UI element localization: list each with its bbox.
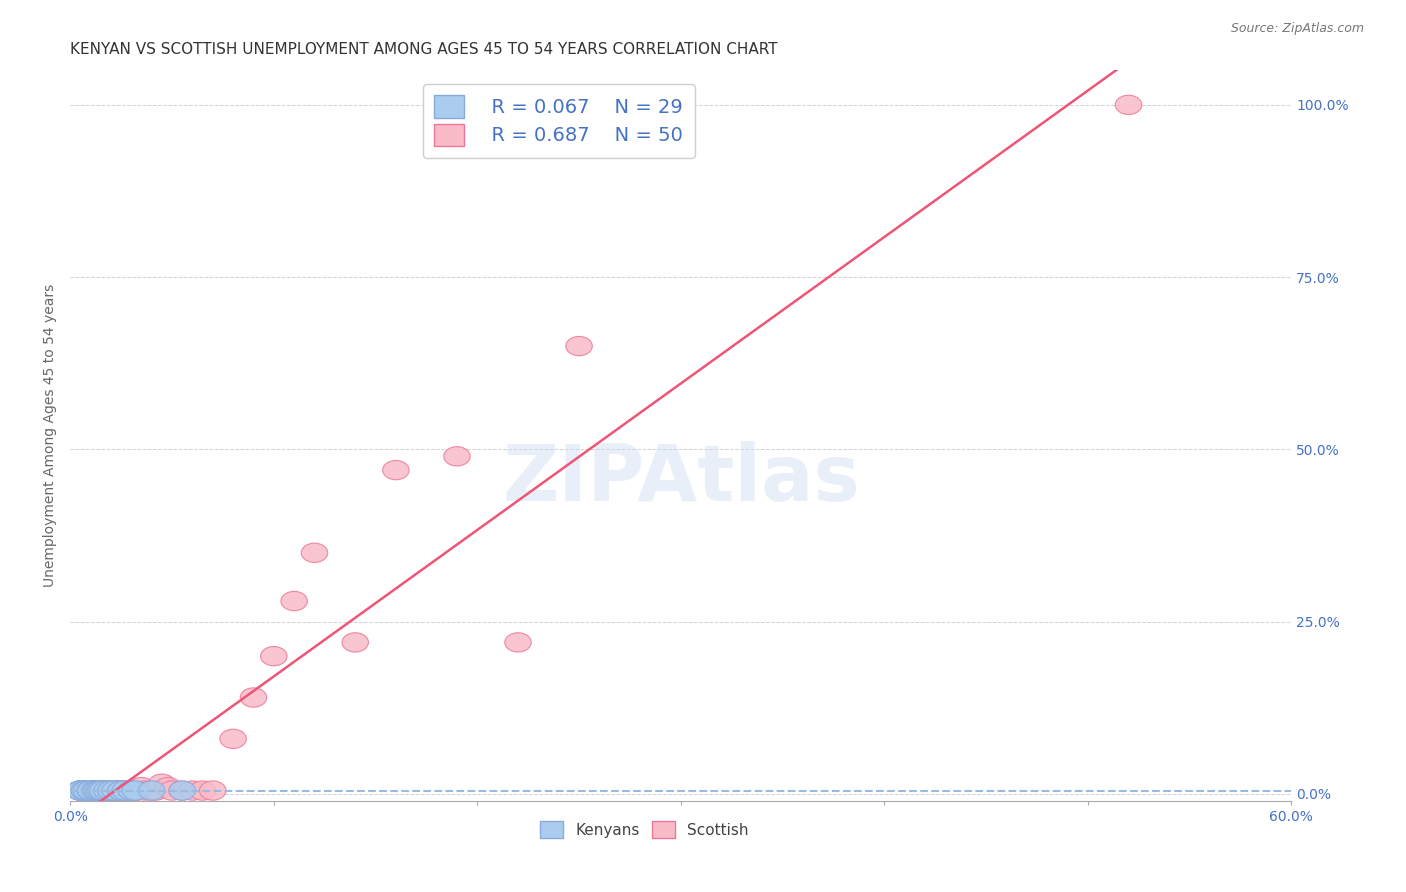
Ellipse shape [80,780,105,800]
Text: Source: ZipAtlas.com: Source: ZipAtlas.com [1230,22,1364,36]
Ellipse shape [169,780,195,800]
Text: KENYAN VS SCOTTISH UNEMPLOYMENT AMONG AGES 45 TO 54 YEARS CORRELATION CHART: KENYAN VS SCOTTISH UNEMPLOYMENT AMONG AG… [70,42,778,57]
Legend: Kenyans, Scottish: Kenyans, Scottish [534,814,755,845]
Ellipse shape [301,543,328,563]
Ellipse shape [77,780,104,800]
Ellipse shape [77,780,104,800]
Ellipse shape [219,730,246,748]
Ellipse shape [118,780,145,800]
Ellipse shape [122,780,149,800]
Ellipse shape [138,780,165,800]
Ellipse shape [138,780,165,800]
Ellipse shape [101,780,128,800]
Ellipse shape [72,780,98,800]
Ellipse shape [342,632,368,652]
Ellipse shape [240,688,267,707]
Ellipse shape [200,780,226,800]
Ellipse shape [122,780,149,800]
Ellipse shape [142,780,169,800]
Ellipse shape [94,780,120,800]
Ellipse shape [73,780,100,800]
Ellipse shape [108,780,135,800]
Ellipse shape [114,780,141,800]
Ellipse shape [67,780,94,800]
Ellipse shape [67,780,94,800]
Ellipse shape [77,780,104,800]
Ellipse shape [98,780,124,800]
Ellipse shape [76,780,101,800]
Ellipse shape [281,591,308,611]
Ellipse shape [105,780,132,800]
Ellipse shape [104,780,131,800]
Ellipse shape [100,780,127,800]
Ellipse shape [77,780,104,800]
Ellipse shape [90,780,117,800]
Ellipse shape [149,774,176,793]
Ellipse shape [86,780,112,800]
Ellipse shape [87,780,114,800]
Ellipse shape [98,780,124,800]
Ellipse shape [72,780,98,800]
Ellipse shape [108,780,135,800]
Ellipse shape [112,780,138,800]
Ellipse shape [159,780,186,800]
Ellipse shape [108,780,135,800]
Ellipse shape [77,780,104,800]
Ellipse shape [73,780,100,800]
Ellipse shape [82,780,108,800]
Ellipse shape [67,780,94,800]
Ellipse shape [90,780,117,800]
Ellipse shape [86,780,112,800]
Ellipse shape [77,780,104,800]
Ellipse shape [110,780,136,800]
Ellipse shape [101,780,128,800]
Ellipse shape [132,780,159,800]
Ellipse shape [87,780,114,800]
Ellipse shape [1115,95,1142,114]
Ellipse shape [67,780,94,800]
Ellipse shape [190,780,215,800]
Ellipse shape [83,780,110,800]
Y-axis label: Unemployment Among Ages 45 to 54 years: Unemployment Among Ages 45 to 54 years [44,284,58,587]
Text: ZIPAtlas: ZIPAtlas [502,442,859,517]
Ellipse shape [67,780,94,800]
Ellipse shape [128,778,155,797]
Ellipse shape [179,780,205,800]
Ellipse shape [91,780,118,800]
Ellipse shape [155,778,181,797]
Ellipse shape [82,780,108,800]
Ellipse shape [260,647,287,665]
Ellipse shape [67,780,94,800]
Ellipse shape [169,780,195,800]
Ellipse shape [505,632,531,652]
Ellipse shape [118,780,145,800]
Ellipse shape [98,780,124,800]
Ellipse shape [72,780,98,800]
Ellipse shape [96,780,122,800]
Ellipse shape [87,780,114,800]
Ellipse shape [94,780,120,800]
Ellipse shape [565,336,592,356]
Ellipse shape [118,780,145,800]
Ellipse shape [67,780,94,800]
Ellipse shape [124,780,150,800]
Ellipse shape [444,447,470,466]
Ellipse shape [382,460,409,480]
Ellipse shape [83,780,110,800]
